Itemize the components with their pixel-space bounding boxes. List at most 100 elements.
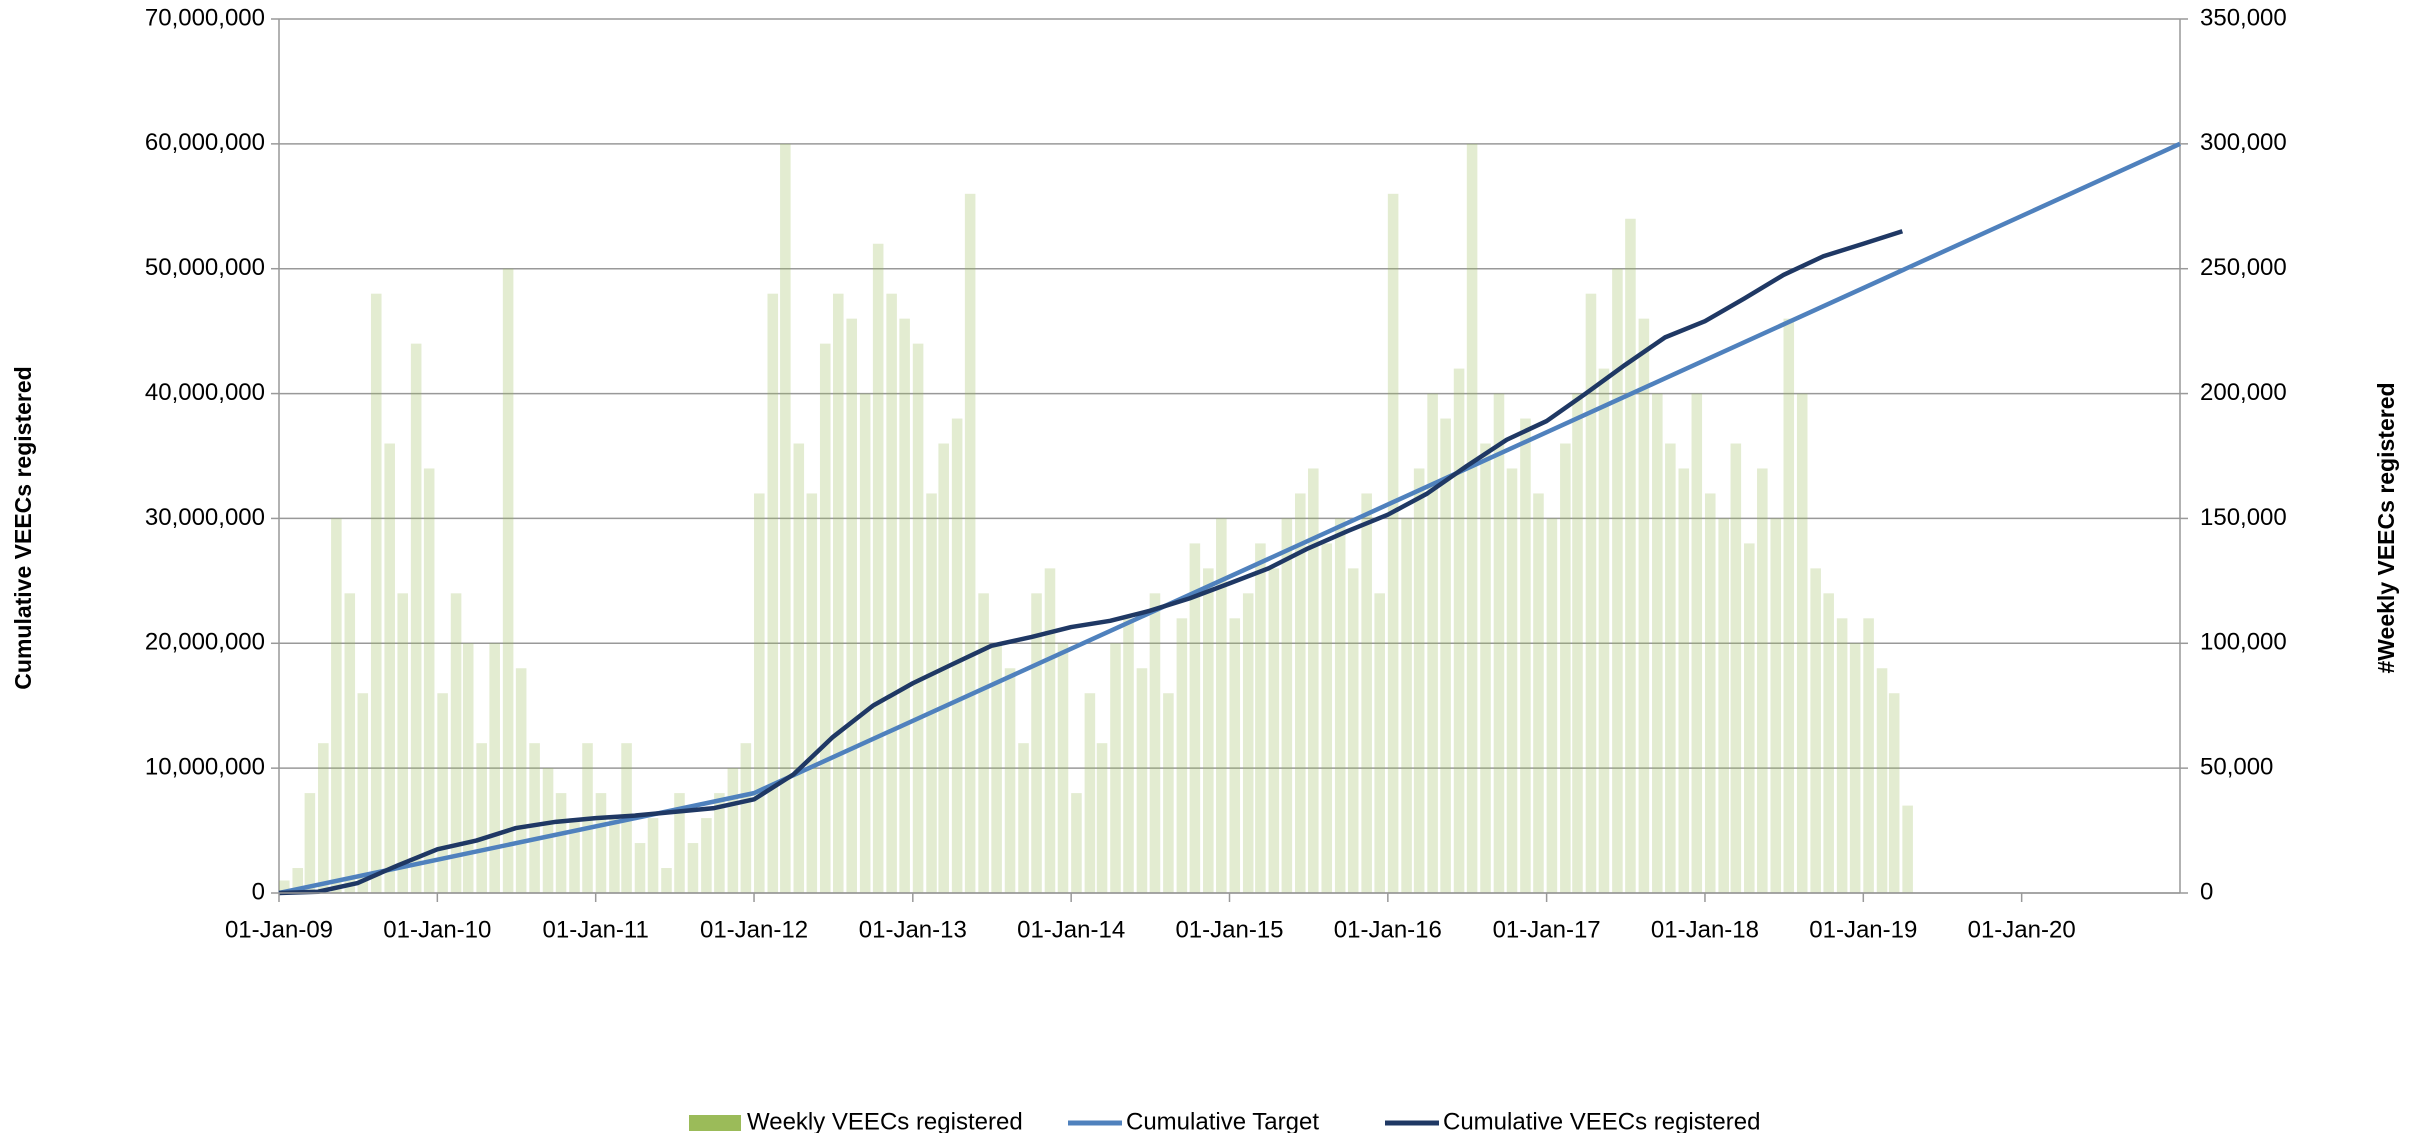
bar [1585, 293, 1597, 894]
x-tick-label: 01-Jan-15 [1175, 916, 1283, 943]
bar [1810, 568, 1821, 893]
bar [1401, 518, 1412, 893]
bar [529, 743, 540, 893]
bar [1123, 618, 1134, 893]
bar [462, 643, 474, 893]
bar [1876, 668, 1888, 893]
bar [384, 443, 395, 893]
bar [1560, 443, 1571, 893]
y2-tick-label: 350,000 [2200, 4, 2287, 31]
legend-label: Cumulative VEECs registered [1443, 1108, 1760, 1133]
y2-tick-label: 100,000 [2200, 629, 2287, 656]
bar [1374, 593, 1385, 893]
x-tick-label: 01-Jan-12 [700, 916, 808, 943]
bar [1665, 443, 1676, 893]
bar [1902, 805, 1913, 893]
bar [1268, 568, 1280, 893]
x-tick-label: 01-Jan-11 [543, 916, 649, 943]
y-axis-title: Cumulative VEECs registered [10, 366, 36, 689]
y2-tick-label: 150,000 [2200, 504, 2287, 531]
bar [793, 443, 805, 893]
bar [1321, 543, 1333, 893]
bar [1347, 568, 1359, 893]
bar [687, 843, 699, 893]
bar [780, 143, 791, 893]
bar [1836, 618, 1848, 893]
y2-axis-title: #Weekly VEECs registered [2373, 382, 2399, 673]
bar [1084, 693, 1096, 893]
bar [1533, 493, 1544, 893]
y2-tick-label: 300,000 [2200, 129, 2287, 156]
x-tick-label: 01-Jan-20 [1968, 916, 2076, 943]
legend-label: Cumulative Target [1126, 1108, 1319, 1133]
bar [1229, 618, 1241, 893]
bar [1216, 518, 1227, 893]
bar [1057, 643, 1069, 893]
x-tick-label: 01-Jan-13 [859, 916, 967, 943]
x-tick-label: 01-Jan-17 [1493, 916, 1601, 943]
legend-swatch [689, 1115, 741, 1131]
bar [1413, 468, 1425, 893]
bar [1110, 643, 1121, 893]
bar [806, 493, 818, 893]
bar [292, 868, 304, 893]
x-tick-label: 01-Jan-19 [1809, 916, 1917, 943]
bar [1136, 668, 1148, 893]
bar [542, 768, 554, 893]
bar [1678, 468, 1690, 893]
bar [1612, 268, 1623, 893]
bar [701, 818, 712, 893]
bar [423, 468, 435, 893]
bar [661, 868, 672, 893]
bar [318, 743, 329, 893]
bar [1440, 418, 1451, 893]
bar [304, 793, 316, 893]
bar [1704, 493, 1716, 893]
bar [1242, 593, 1254, 893]
bar [344, 593, 356, 893]
bar [1823, 593, 1834, 893]
line [278, 141, 2181, 896]
bar [1281, 518, 1293, 893]
bar [1255, 543, 1266, 893]
bar [476, 743, 487, 893]
bar [1638, 318, 1650, 894]
bar [846, 318, 857, 894]
bar [450, 593, 462, 893]
bar [727, 768, 739, 893]
y2-tick-label: 250,000 [2200, 254, 2287, 281]
bar [1044, 568, 1056, 893]
bar [1334, 518, 1346, 893]
bar [634, 843, 646, 893]
bar [1308, 468, 1319, 893]
bar [279, 880, 290, 893]
bar [489, 643, 500, 893]
bar [1888, 693, 1900, 893]
bar [397, 593, 408, 893]
bar [1004, 668, 1016, 893]
bar [1453, 368, 1465, 894]
bar [1071, 793, 1082, 893]
y-tick-label: 20,000,000 [145, 629, 265, 656]
bar [1718, 518, 1729, 893]
y2-tick-label: 50,000 [2200, 753, 2273, 780]
bar [1783, 318, 1795, 894]
bar [1149, 593, 1161, 893]
bar [1770, 518, 1782, 893]
x-tick-label: 01-Jan-10 [383, 916, 491, 943]
bar [926, 493, 937, 893]
bar [899, 318, 910, 894]
bar [569, 818, 580, 893]
bar [1744, 543, 1755, 893]
bar [370, 293, 382, 894]
bar [647, 818, 659, 893]
y-tick-label: 0 [252, 878, 265, 905]
bar [1520, 418, 1531, 893]
bar [912, 343, 924, 894]
bar [410, 343, 422, 894]
bar [674, 793, 685, 893]
bar [1796, 393, 1808, 893]
bar [1691, 393, 1703, 893]
bar [1652, 393, 1663, 893]
